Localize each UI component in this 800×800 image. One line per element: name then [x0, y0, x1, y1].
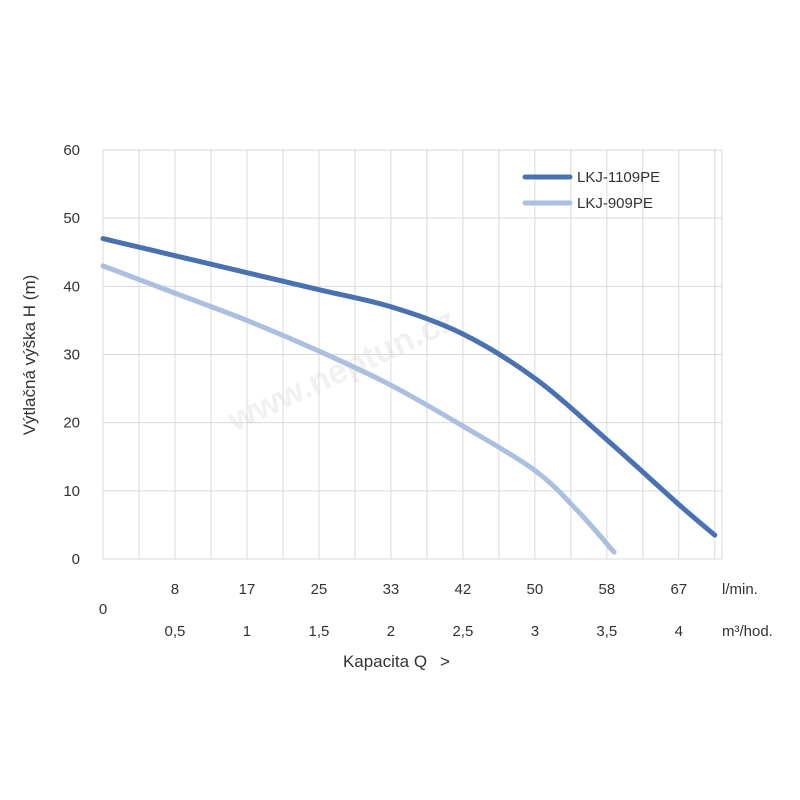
legend: LKJ-1109PE LKJ-909PE [522, 169, 660, 212]
grid [102, 149, 723, 560]
x-tick-labels-primary: 8 17 25 33 42 50 58 67 [171, 581, 687, 598]
x-tick-label-primary: 33 [383, 581, 400, 598]
y-axis-title: Výtlačná výška H (m) [20, 275, 39, 436]
legend-label: LKJ-1109PE [577, 169, 660, 186]
x-tick-label-primary: 67 [670, 581, 687, 598]
x-tick-labels-secondary: 0 0,5 1 1,5 2 2,5 3 3,5 4 [99, 601, 683, 640]
x-tick-label-secondary: 2 [387, 623, 395, 640]
series-line-lkj-1109pe [100, 236, 718, 538]
x-tick-label-primary: 17 [239, 581, 256, 598]
y-tick-label: 0 [72, 551, 80, 568]
x-unit-secondary: m³/hod. [722, 623, 773, 640]
x-tick-label-secondary: 1,5 [309, 623, 330, 640]
x-tick-label-secondary: 4 [675, 623, 683, 640]
x-tick-label-primary: 25 [311, 581, 328, 598]
y-tick-label: 20 [63, 415, 80, 432]
x-tick-label-secondary: 3,5 [596, 623, 617, 640]
y-tick-label: 60 [63, 142, 80, 159]
x-tick-label-secondary: 2,5 [452, 623, 473, 640]
y-tick-labels: 0 10 20 30 40 50 60 [63, 142, 80, 568]
legend-label: LKJ-909PE [577, 195, 653, 212]
x-tick-label-primary: 58 [598, 581, 615, 598]
watermark: www.neptun.cz [221, 301, 461, 440]
x-unit-primary: l/min. [722, 581, 758, 598]
x-tick-label-primary: 8 [171, 581, 179, 598]
y-tick-label: 30 [63, 347, 80, 364]
x-tick-label-primary: 42 [455, 581, 472, 598]
series-layer [100, 236, 718, 555]
x-tick-label-primary: 50 [527, 581, 544, 598]
y-tick-label: 10 [63, 483, 80, 500]
x-tick-label-secondary: 0 [99, 601, 107, 618]
x-tick-label-secondary: 3 [531, 623, 539, 640]
x-axis-arrow: > [440, 652, 450, 671]
x-axis-title: Kapacita Q [343, 652, 427, 671]
x-tick-label-secondary: 0,5 [165, 623, 186, 640]
y-tick-label: 40 [63, 278, 80, 295]
series-line-lkj-909pe [100, 263, 617, 555]
y-tick-label: 50 [63, 210, 80, 227]
x-tick-label-secondary: 1 [243, 623, 251, 640]
